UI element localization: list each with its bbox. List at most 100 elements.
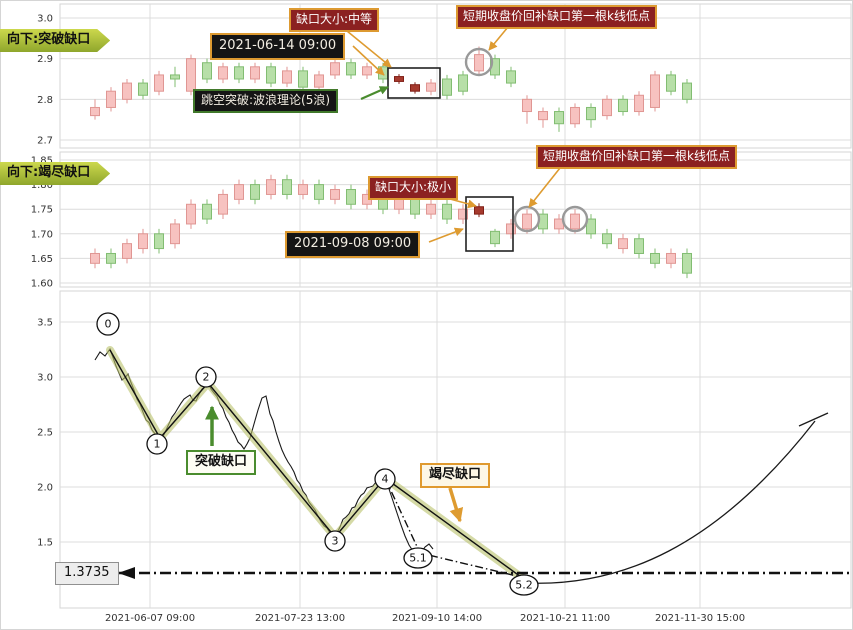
candle (138, 82, 148, 96)
orange-annotation-arrow (346, 30, 392, 68)
y-tick-label: 1.85 (31, 156, 53, 167)
candle (250, 184, 260, 200)
panel1-gap-size-label: 缺口大小:中等 (289, 8, 380, 32)
candle (634, 94, 644, 113)
wave-point-circle (195, 366, 217, 388)
axis-tick-labels: 3.0 2.9 2.8 2.7 1.85 1.80 1.75 1.70 1.65 1.60 3.5 3… (31, 14, 745, 625)
panel1-gap-date-label: 2021-06-14 09:00 (210, 33, 346, 60)
orange-annotation-arrow (352, 45, 385, 76)
y-tick-label: 1.80 (31, 180, 53, 191)
candle (170, 74, 180, 80)
wave-point-circle (146, 433, 168, 455)
candle (634, 238, 644, 254)
panel3-exhaustion-gap-label: 竭尽缺口 (420, 463, 491, 488)
y-tick-label: 1.5 (37, 538, 53, 549)
panel2-gap-fill-label: 短期收盘价回补缺口第一根k线低点 (536, 145, 737, 169)
candle (282, 70, 292, 84)
gap-fill-circle (464, 47, 494, 77)
x-tick-label: 2021-11-30 15:00 (655, 613, 745, 624)
y-tick-label: 3.0 (37, 373, 53, 384)
candle (394, 76, 404, 82)
x-tick-label: 2021-07-23 13:00 (255, 613, 345, 624)
candle (410, 84, 420, 92)
y-tick-label: 1.60 (31, 279, 53, 290)
y-tick-label: 3.5 (37, 318, 53, 329)
gap-rect (387, 67, 441, 99)
candle (282, 179, 292, 195)
wave-panel: 0 1 2 3 4 5.1 5.2 (94, 312, 851, 596)
y-tick-label: 2.5 (37, 428, 53, 439)
candle (122, 243, 132, 259)
candle (474, 206, 484, 215)
candle (426, 82, 436, 92)
candle (106, 90, 116, 108)
wave-point-label: 5.2 (515, 579, 533, 592)
candle (234, 66, 244, 80)
candle (538, 111, 548, 121)
y-tick-label: 2.7 (37, 136, 53, 147)
candle (506, 70, 516, 84)
candle (506, 223, 516, 235)
candle (186, 58, 196, 92)
candle (202, 62, 212, 80)
candle (554, 111, 564, 125)
y-tick-label: 1.75 (31, 205, 53, 216)
orange-annotation-arrow (528, 167, 561, 208)
panel1-direction-banner: 向下:突破缺口 (0, 29, 110, 52)
candles-panel2 (90, 174, 692, 279)
candle (522, 98, 532, 113)
candle (442, 203, 452, 220)
support-line-arrowhead (118, 567, 135, 579)
candle (682, 252, 692, 274)
y-tick-label: 2.0 (37, 483, 53, 494)
y-tick-label: 2.8 (37, 95, 53, 106)
y-tick-label: 1.65 (31, 254, 53, 265)
forecast-arc (525, 420, 816, 584)
panel2-direction-banner: 向下:竭尽缺口 (0, 162, 110, 185)
panel3-breakaway-gap-label: 突破缺口 (186, 450, 257, 475)
gap-fill-circle (513, 205, 541, 233)
x-tick-label: 2021-06-07 09:00 (105, 613, 195, 624)
candle (234, 184, 244, 200)
candle (586, 218, 596, 235)
orange-annotation-arrow (428, 227, 464, 243)
panel1-gap-fill-label: 短期收盘价回补缺口第一根k线低点 (456, 5, 657, 29)
y-tick-label: 2.9 (37, 54, 53, 65)
candle (426, 203, 436, 215)
candle (346, 189, 356, 205)
wave-point-circle (324, 530, 346, 552)
candle (618, 98, 628, 113)
candle (602, 233, 612, 245)
wave-point-label: 2 (203, 371, 210, 384)
candle (666, 74, 676, 92)
candle (330, 189, 340, 200)
candle (682, 82, 692, 100)
wave-point-label: 1 (154, 438, 161, 451)
wave-point-label: 0 (105, 318, 112, 331)
x-tick-label: 2021-09-10 14:00 (392, 613, 482, 624)
panel3-support-level-label: 1.3735 (55, 562, 119, 585)
wave-point-label: 3 (332, 535, 339, 548)
candle (618, 238, 628, 250)
candle (394, 198, 404, 210)
panel2-gap-size-label: 缺口大小:极小 (368, 176, 459, 200)
candles-panel1 (90, 46, 692, 132)
wave-point-label: 4 (382, 473, 389, 486)
candle (378, 66, 388, 80)
gap-fill-circle (561, 205, 589, 233)
x-tick-label: 2021-10-21 11:00 (520, 613, 610, 624)
panel1-theory-label: 跳空突破:波浪理论(5浪) (193, 89, 339, 113)
candle (650, 252, 660, 264)
green-annotation-arrow (360, 85, 389, 101)
y-tick-label: 1.70 (31, 229, 53, 240)
candle (90, 252, 100, 264)
wave-point-circle (509, 574, 539, 596)
candle (138, 233, 148, 250)
candle (90, 106, 100, 117)
candle (314, 74, 324, 88)
candle (458, 74, 468, 92)
candle (250, 66, 260, 80)
wave-point-circle (96, 312, 120, 336)
